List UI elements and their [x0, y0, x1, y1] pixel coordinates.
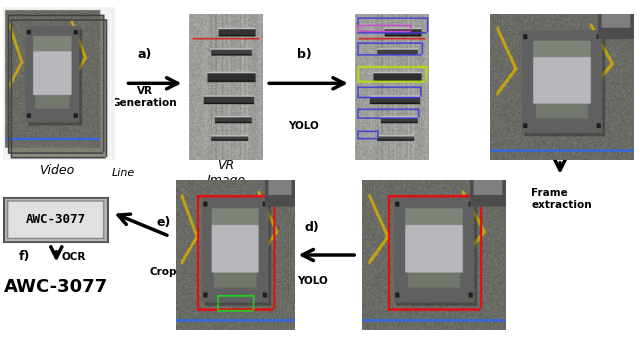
Text: Video: Video: [38, 164, 74, 176]
Text: OCR: OCR: [61, 252, 86, 262]
Text: Frame
extraction: Frame extraction: [531, 188, 592, 210]
Text: AWC-3077: AWC-3077: [4, 278, 108, 296]
Text: b): b): [296, 48, 312, 61]
Text: YOLO: YOLO: [289, 121, 319, 131]
Text: c): c): [454, 187, 467, 200]
Text: d): d): [305, 221, 320, 234]
Text: AWC-3077: AWC-3077: [26, 213, 86, 226]
Text: YOLO: YOLO: [297, 275, 328, 286]
Text: e): e): [156, 216, 170, 229]
Text: VR
Generation: VR Generation: [112, 86, 177, 108]
Text: Line: Line: [112, 168, 135, 179]
Text: Crop: Crop: [150, 267, 177, 277]
Text: a): a): [138, 48, 152, 61]
Text: VR
Image: VR Image: [206, 159, 246, 187]
Text: f): f): [19, 250, 30, 263]
